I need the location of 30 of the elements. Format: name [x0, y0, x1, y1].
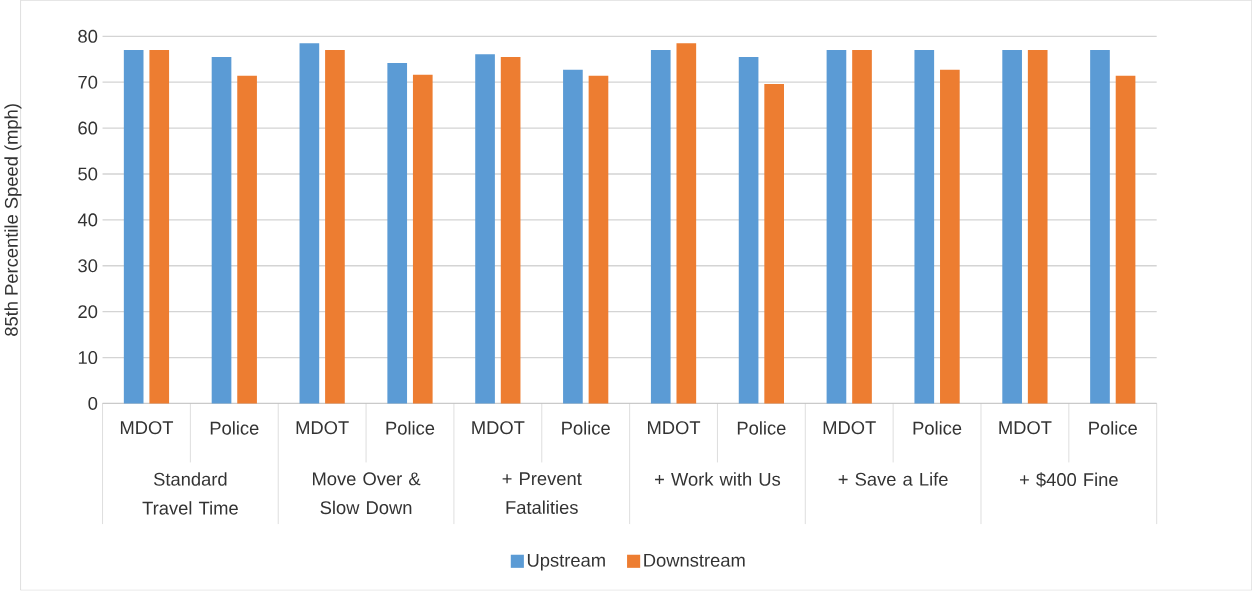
legend-label: Upstream — [527, 554, 605, 571]
legend-label: Downstream — [644, 554, 745, 568]
x-tick-label: MDOT — [823, 421, 876, 435]
x-tick-label: Police — [562, 421, 610, 435]
x-tick-label: Police — [1089, 421, 1137, 435]
y-tick-label: 50 — [78, 167, 98, 181]
x-tick-label: MDOT — [296, 421, 349, 435]
x-tick-label: MDOT — [472, 421, 525, 435]
y-tick-label: 30 — [78, 259, 98, 273]
y-tick-label: 40 — [77, 213, 98, 227]
text: + $400 Fine — [1020, 472, 1118, 488]
text: + Prevent Fatalities — [502, 472, 582, 515]
x-tick-label: MDOT — [999, 421, 1052, 435]
x-tick-label: MDOT — [648, 421, 701, 435]
x-tick-label: Police — [913, 421, 962, 435]
y-tick-label: 80 — [78, 30, 98, 44]
text: + Work with Us — [655, 472, 781, 487]
text: Move Over & Slow Down — [313, 472, 421, 515]
x-tick-label: Police — [737, 421, 786, 435]
y-axis-title: 85th Percentile Speed (mph) — [4, 104, 22, 337]
x-tick-label: Police — [210, 421, 259, 435]
y-tick-label: 60 — [78, 121, 98, 135]
x-tick-label: Police — [386, 421, 435, 435]
text: + Save a Life — [838, 472, 948, 487]
y-tick-label: 0 — [88, 397, 98, 411]
x-tick-label: MDOT — [120, 421, 174, 435]
text: Standard Travel Time — [142, 472, 238, 515]
y-tick-label: 10 — [78, 351, 98, 365]
y-tick-label: 70 — [78, 75, 98, 89]
y-tick-label: 20 — [78, 305, 98, 319]
